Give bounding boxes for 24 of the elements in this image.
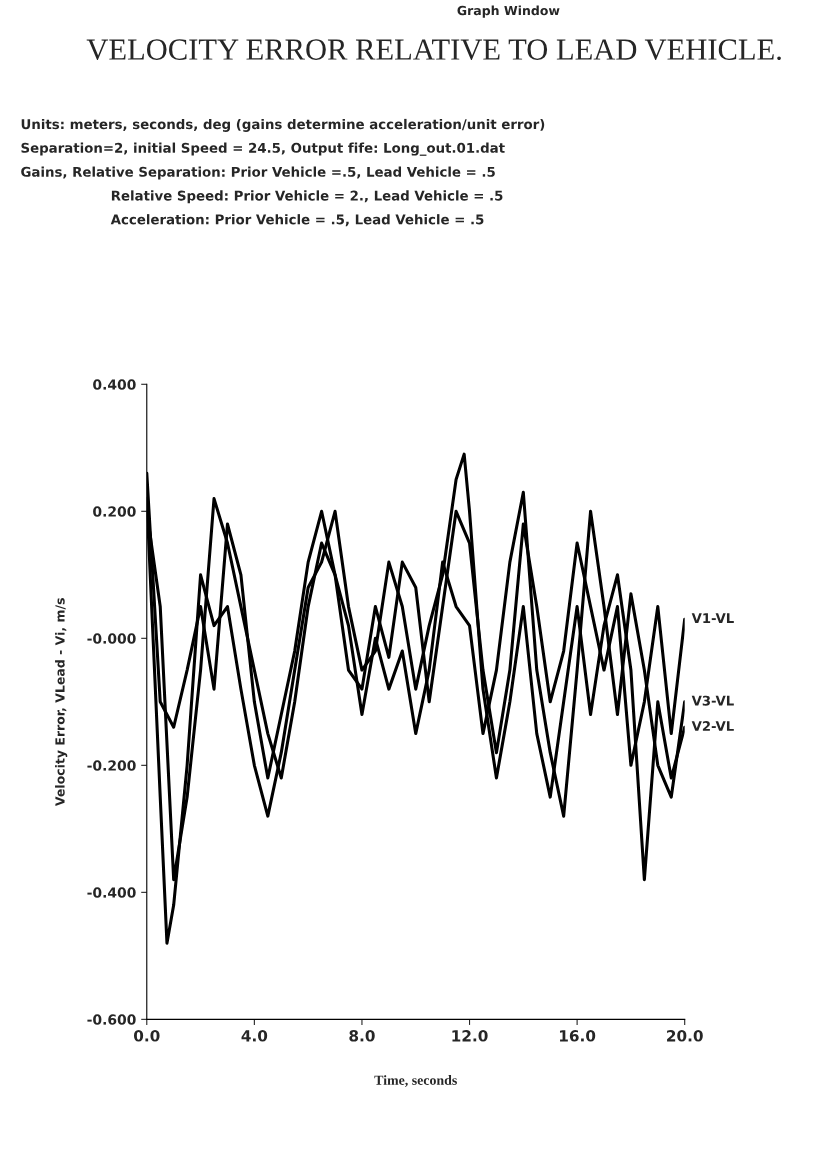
series-label: V3-VL [691, 695, 734, 706]
text: Separation=2, initial Speed = 24.5, Output fife: Long_out.01.dat [21, 142, 505, 156]
y-tick-label: -0.000 [87, 633, 136, 644]
series-label: V1-VL [691, 613, 734, 623]
x-tick-label: 20.0 [667, 1030, 703, 1042]
y-tick-label: 0.200 [93, 506, 136, 517]
x-tick-label: 0.0 [133, 1030, 160, 1042]
text: Gains, Relative Separation: Prior Vehicle =.5, Lead Vehicle = .5 [21, 166, 495, 180]
y-axis-title: Velocity Error, VLead - Vi, m/s [55, 598, 68, 807]
x-tick-label: 4.0 [241, 1030, 268, 1042]
text: Acceleration: Prior Vehicle = .5, Lead Vehicle = .5 [110, 214, 484, 227]
text: Graph Window [457, 5, 560, 18]
x-axis-title: Time, seconds [374, 1075, 457, 1087]
y-tick-label: 0.400 [93, 379, 136, 390]
x-tick-label: 16.0 [559, 1030, 596, 1042]
text: Relative Speed: Prior Vehicle = 2., Lead Vehicle = .5 [111, 190, 503, 204]
series-label: V2-VL [691, 721, 734, 731]
y-tick-label: -0.200 [87, 760, 136, 771]
y-tick-label: -0.600 [87, 1014, 136, 1025]
text: Units: meters, seconds, deg (gains determine acceleration/unit error) [21, 118, 545, 132]
y-tick-label: -0.400 [87, 887, 136, 898]
x-tick-label: 8.0 [349, 1030, 375, 1042]
x-tick-label: 12.0 [452, 1030, 488, 1042]
chart-title: VELOCITY ERROR RELATIVE TO LEAD VEHICLE. [86, 39, 781, 61]
